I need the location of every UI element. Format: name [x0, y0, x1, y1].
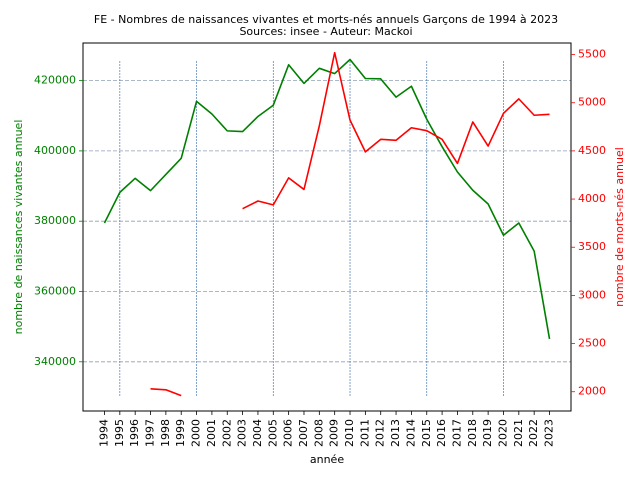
x-tick-label: 2005	[266, 419, 279, 447]
x-tick-label: 2015	[420, 419, 433, 447]
x-tick-label: 2004	[251, 419, 264, 447]
x-tick-label: 2002	[220, 419, 233, 447]
x-tick-label: 1997	[144, 419, 157, 447]
x-axis-ticks: 1994 1995 1996 1997 1998 1999 2000 2001 2002 2003…	[97, 411, 556, 447]
x-tick-label: 1998	[159, 419, 172, 447]
x-tick-label: 2012	[374, 419, 387, 447]
x-tick-label: 1995	[113, 419, 126, 447]
y-right-tick-label: 2500	[578, 337, 606, 350]
x-tick-label: 2020	[496, 419, 509, 447]
x-tick-label: 2021	[512, 419, 525, 447]
y-right-tick-label: 3000	[578, 288, 606, 301]
y-right-tick-label: 2000	[578, 385, 606, 398]
y-left-tick-label: 420000	[34, 74, 76, 87]
x-tick-label: 1999	[174, 419, 187, 447]
y-right-axis-ticks: 2000 2500 3000 3500 4000 4500 5000 5500	[571, 48, 606, 398]
grid	[83, 80, 571, 363]
x-tick-label: 2014	[404, 419, 417, 447]
y-left-tick-label: 340000	[34, 355, 76, 368]
x-tick-label: 2008	[312, 419, 325, 447]
x-tick-label: 2007	[297, 419, 310, 447]
x-tick-label: 2017	[450, 419, 463, 447]
chart-title: FE - Nombres de naissances vivantes et m…	[94, 13, 558, 26]
x-tick-label: 2022	[527, 419, 540, 447]
x-tick-label: 2018	[466, 419, 479, 447]
y-left-tick-label: 380000	[34, 214, 76, 227]
plot-frame	[82, 42, 572, 412]
y-right-tick-label: 4000	[578, 192, 606, 205]
x-tick-label: 2013	[389, 419, 402, 447]
chart-subtitle: Sources: insee - Auteur: Mackoi	[239, 25, 412, 38]
y-left-axis-ticks: 340000 360000 380000 400000 420000	[34, 74, 83, 368]
y-right-axis-label: nombre de morts-nés annuel	[613, 147, 626, 307]
stillbirths-line	[150, 51, 550, 397]
x-tick-label: 2009	[328, 419, 341, 447]
x-tick-label: 2003	[236, 419, 249, 447]
y-left-tick-label: 360000	[34, 284, 76, 297]
x-axis-label: année	[310, 453, 344, 466]
x-tick-label: 2023	[543, 419, 556, 447]
x-tick-label: 1994	[97, 419, 110, 447]
y-right-tick-label: 5500	[578, 48, 606, 61]
y-left-axis-label: nombre de naissances vivantes annuel	[12, 120, 25, 335]
y-right-tick-label: 5000	[578, 96, 606, 109]
vertical-guides	[119, 61, 504, 396]
x-tick-label: 2010	[343, 419, 356, 447]
x-tick-label: 2006	[282, 419, 295, 447]
x-tick-label: 2019	[481, 419, 494, 447]
x-tick-label: 2011	[358, 419, 371, 447]
series-lines	[103, 51, 551, 397]
y-right-tick-label: 4500	[578, 144, 606, 157]
y-left-tick-label: 400000	[34, 144, 76, 157]
x-tick-label: 2016	[435, 419, 448, 447]
x-tick-label: 1996	[128, 419, 141, 447]
live-births-line	[103, 58, 551, 340]
x-tick-label: 2000	[190, 419, 203, 447]
y-right-tick-label: 3500	[578, 240, 606, 253]
x-tick-label: 2001	[205, 419, 218, 447]
